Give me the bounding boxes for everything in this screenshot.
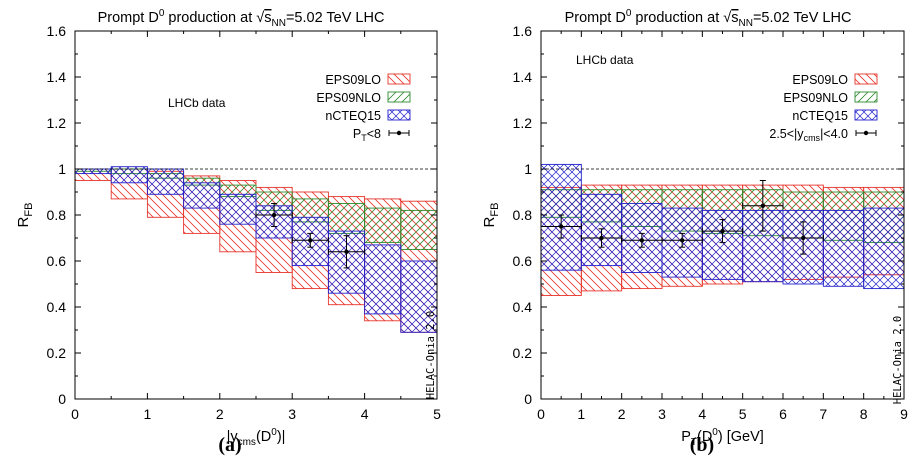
x-tick-label: 5 xyxy=(433,406,441,422)
x-tick-label: 9 xyxy=(900,406,908,422)
x-tick-label: 2 xyxy=(618,406,626,422)
series-data-points xyxy=(540,180,824,255)
legend-label: PT<8 xyxy=(353,127,381,143)
data-point xyxy=(558,224,564,229)
legend-label: EPS09NLO xyxy=(316,91,381,105)
series-ncteq15 xyxy=(74,166,438,333)
legend-label: EPS09LO xyxy=(325,73,381,87)
x-tick-label: 3 xyxy=(288,406,296,422)
data-point xyxy=(800,235,806,241)
legend-swatch-point xyxy=(863,130,869,136)
x-axis-label: PT(D0) [GeV] xyxy=(681,427,764,448)
data-point xyxy=(599,235,604,241)
band-fill xyxy=(75,166,437,333)
annotation-lhcb: LHCb data xyxy=(168,96,226,110)
y-axis-label: RFB xyxy=(15,203,35,228)
series-data-points xyxy=(255,203,366,269)
panel-label: (a) xyxy=(218,434,241,456)
y-tick-label: 0.6 xyxy=(513,253,533,269)
x-tick-label: 3 xyxy=(658,406,666,422)
data-point xyxy=(760,203,766,208)
data-point xyxy=(639,238,645,243)
y-tick-label: 0.2 xyxy=(513,345,533,361)
y-tick-label: 0 xyxy=(524,391,532,407)
y-tick-label: 0.2 xyxy=(47,345,67,361)
data-point xyxy=(308,238,313,243)
x-tick-label: 6 xyxy=(779,406,787,422)
chart-title: Prompt D0 production at √sNN=5.02 TeV LH… xyxy=(565,8,852,29)
x-tick-label: 4 xyxy=(698,406,706,422)
y-tick-label: 0.8 xyxy=(47,207,67,223)
panel-label: (b) xyxy=(690,434,714,456)
legend-swatch xyxy=(854,73,878,85)
legend-swatch xyxy=(854,91,878,103)
y-tick-label: 1.4 xyxy=(47,69,67,85)
y-tick-label: 1.6 xyxy=(513,23,533,39)
legend-swatch xyxy=(387,73,411,85)
y-tick-label: 0.8 xyxy=(513,207,533,223)
y-tick-label: 1.4 xyxy=(513,69,533,85)
data-point xyxy=(720,228,725,234)
y-tick-label: 1.2 xyxy=(513,115,533,131)
y-tick-label: 0.4 xyxy=(513,299,533,315)
y-tick-label: 1.6 xyxy=(47,23,67,39)
y-tick-label: 0.6 xyxy=(47,253,67,269)
legend: EPS09LO EPS09NLO nCTEQ15 PT<8 xyxy=(316,73,411,143)
y-tick-label: 0.4 xyxy=(47,299,67,315)
x-tick-label: 8 xyxy=(860,406,868,422)
x-tick-label: 4 xyxy=(361,406,369,422)
legend-swatch-point xyxy=(396,130,402,136)
legend-swatch xyxy=(387,91,411,103)
annotation-lhcb: LHCb data xyxy=(576,53,634,67)
watermark: HELAC-Onia 2.0 xyxy=(892,316,904,405)
y-tick-label: 1 xyxy=(524,161,532,177)
legend-label: EPS09LO xyxy=(792,73,848,87)
x-tick-label: 1 xyxy=(577,406,585,422)
chart-title: Prompt D0 production at √sNN=5.02 TeV LH… xyxy=(98,8,385,29)
x-axis-label: |ycms(D0)| xyxy=(227,427,286,448)
legend-label: 2.5<|ycms|<4.0 xyxy=(769,127,848,143)
legend-swatch xyxy=(854,109,878,121)
y-tick-label: 1 xyxy=(58,161,66,177)
legend-label: EPS09NLO xyxy=(783,91,848,105)
chart-panel-b: 0 0.2 0.4 0.6 0.8 1 1.2 1.4 1.6 0 1 2 3 4 5 6 7 8 9 Prompt … xyxy=(481,8,908,456)
chart-panel-a: 0 0.2 0.4 0.6 0.8 1 1.2 1.4 1.6 0 1 2 3 4 5 Prompt D0 p… xyxy=(15,8,441,456)
y-tick-label: 1.2 xyxy=(47,115,67,131)
data-point xyxy=(679,238,685,243)
x-tick-label: 1 xyxy=(144,406,152,422)
legend-label: nCTEQ15 xyxy=(325,109,381,123)
data-point xyxy=(271,212,277,218)
legend-swatch xyxy=(387,109,411,121)
x-tick-label: 0 xyxy=(537,406,545,422)
x-tick-label: 0 xyxy=(71,406,79,422)
x-tick-label: 7 xyxy=(819,406,827,422)
legend: EPS09LO EPS09NLO nCTEQ15 2.5<|ycms|<4.0 xyxy=(769,73,878,143)
y-tick-label: 0 xyxy=(58,391,66,407)
data-point xyxy=(344,249,349,254)
x-tick-label: 5 xyxy=(739,406,747,422)
watermark: HELAC-Onia 2.0 xyxy=(425,311,437,400)
y-axis-label: RFB xyxy=(481,203,501,228)
x-tick-label: 2 xyxy=(216,406,224,422)
legend-label: nCTEQ15 xyxy=(792,109,848,123)
